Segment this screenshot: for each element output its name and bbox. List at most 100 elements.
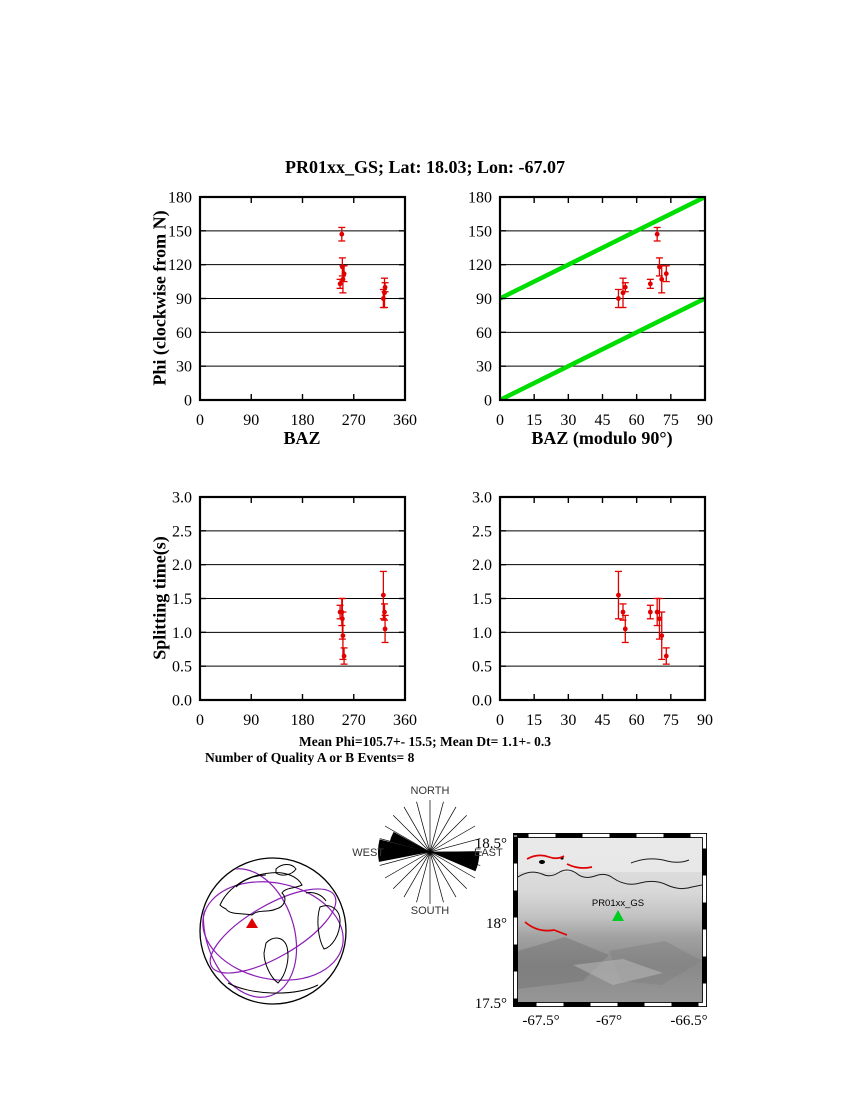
y-tick-label: 30 <box>176 359 192 376</box>
tick-marks <box>199 496 406 701</box>
x-tick-label: 75 <box>663 712 679 729</box>
y-tick-label: 120 <box>168 257 192 274</box>
x-tick-label: 180 <box>291 412 315 429</box>
tick-labels: 0 15 30 45 60 75 90 0.0 0.5 1.0 1.5 2.0 2.5 3.0 <box>472 490 713 730</box>
x-tick-label: 60 <box>629 412 645 429</box>
x-tick-label: 90 <box>697 412 713 429</box>
y-tick-label: 0.5 <box>172 659 192 676</box>
globe-inset <box>199 857 347 1005</box>
data-points <box>614 226 670 309</box>
map-lat-label-18: 18° <box>486 916 507 932</box>
station-label: PR01xx_GS <box>592 898 644 909</box>
y-tick-label: 1.0 <box>472 625 492 642</box>
y-tick-label: 60 <box>476 325 492 342</box>
y-tick-label: 60 <box>176 325 192 342</box>
y-tick-label: 150 <box>168 223 192 240</box>
map-lat-label-17-5: 17.5° <box>474 996 507 1012</box>
plate-boundary-lines <box>202 868 344 998</box>
y-tick-label: 180 <box>168 190 192 207</box>
map-frame-dashes <box>513 833 707 1007</box>
baz-axis-label: BAZ <box>283 428 321 448</box>
rose-label-west: WEST <box>352 847 384 859</box>
y-tick-label: 0.0 <box>172 693 192 710</box>
tick-labels: 0 15 30 45 60 75 90 0 30 60 90 120 150 180 <box>468 190 713 430</box>
x-tick-label: 45 <box>595 412 611 429</box>
y-tick-label: 2.0 <box>172 557 192 574</box>
coastline <box>518 858 702 890</box>
x-tick-label: 30 <box>560 412 576 429</box>
x-tick-label: 60 <box>629 712 645 729</box>
y-tick-label: 1.5 <box>472 591 492 608</box>
x-tick-label: 360 <box>393 712 417 729</box>
backazimuth-rose: NORTH SOUTH WEST EAST <box>352 785 503 917</box>
y-tick-label: 3.0 <box>172 490 192 507</box>
mean-statistics-text: Mean Phi=105.7+- 15.5; Mean Dt= 1.1+- 0.… <box>299 734 551 749</box>
y-tick-label: 0.0 <box>472 693 492 710</box>
data-points <box>614 570 670 665</box>
figure-title: PR01xx_GS; Lat: 18.03; Lon: -67.07 <box>285 157 565 177</box>
x-tick-label: 0 <box>196 712 204 729</box>
x-tick-label: 360 <box>393 412 417 429</box>
reference-lines <box>500 197 705 400</box>
tick-marks <box>499 196 706 401</box>
map-lon-label-66-5: -66.5° <box>670 1013 708 1029</box>
y-tick-label: 180 <box>468 190 492 207</box>
station-map: PR01xx_GS <box>513 833 707 1007</box>
data-points <box>336 226 389 309</box>
fault-lines <box>524 854 593 936</box>
map-lon-label-67: -67° <box>596 1013 622 1029</box>
data-points <box>336 570 389 665</box>
x-tick-label: 270 <box>342 412 366 429</box>
x-tick-label: 90 <box>697 712 713 729</box>
tick-labels: 0 90 180 270 360 0.0 0.5 1.0 1.5 2.0 2.5 3.0 <box>172 490 417 730</box>
x-tick-label: 30 <box>560 712 576 729</box>
y-tick-label: 2.0 <box>472 557 492 574</box>
map-lat-label-18-5: 18.5° <box>474 836 507 852</box>
rose-label-north: NORTH <box>411 785 450 797</box>
globe-outline <box>199 857 347 1005</box>
y-tick-label: 150 <box>468 223 492 240</box>
y-tick-label: 3.0 <box>472 490 492 507</box>
y-tick-label: 2.5 <box>172 523 192 540</box>
y-tick-label: 90 <box>176 291 192 308</box>
y-tick-label: 30 <box>476 359 492 376</box>
x-tick-label: 75 <box>663 412 679 429</box>
x-tick-label: 0 <box>496 712 504 729</box>
x-tick-label: 45 <box>595 712 611 729</box>
x-tick-label: 0 <box>196 412 204 429</box>
x-tick-label: 15 <box>526 712 542 729</box>
plot-dt-vs-bazmod90: 0 15 30 45 60 75 90 0.0 0.5 1.0 1.5 2.0 2.5 3.0 <box>472 490 713 730</box>
y-tick-label: 2.5 <box>472 523 492 540</box>
x-tick-label: 15 <box>526 412 542 429</box>
continent-outlines <box>219 864 341 994</box>
baz-modulo-axis-label: BAZ (modulo 90°) <box>531 428 673 448</box>
x-tick-label: 90 <box>243 712 259 729</box>
rose-label-south: SOUTH <box>411 905 450 917</box>
y-tick-label: 120 <box>468 257 492 274</box>
station-triangle-globe <box>246 918 258 928</box>
station-triangle-map <box>612 910 624 921</box>
rose-sector <box>389 831 430 852</box>
rose-sector <box>430 851 480 872</box>
islet <box>539 860 545 864</box>
x-tick-label: 0 <box>496 412 504 429</box>
gridlines <box>500 530 705 667</box>
tick-marks <box>199 196 406 401</box>
y-tick-label: 90 <box>476 291 492 308</box>
rose-spokes-and-sectors <box>378 800 482 904</box>
rose-label-east: EAST <box>474 847 503 859</box>
y-tick-label: 0 <box>484 393 492 410</box>
gridlines <box>500 230 705 367</box>
y-tick-label: 0.5 <box>472 659 492 676</box>
map-lon-label-67-5: -67.5° <box>522 1013 560 1029</box>
tick-labels: 0 90 180 270 360 0 30 60 90 120 150 180 <box>168 190 417 430</box>
x-tick-label: 90 <box>243 412 259 429</box>
event-count-text: Number of Quality A or B Events= 8 <box>205 750 415 765</box>
tick-marks <box>499 496 706 701</box>
plot-phi-vs-bazmod90: 0 15 30 45 60 75 90 0 30 60 90 120 150 180 <box>468 190 713 430</box>
y-tick-label: 0 <box>184 393 192 410</box>
gridlines <box>200 230 405 367</box>
rose-sector <box>378 839 430 862</box>
x-tick-label: 180 <box>291 712 315 729</box>
